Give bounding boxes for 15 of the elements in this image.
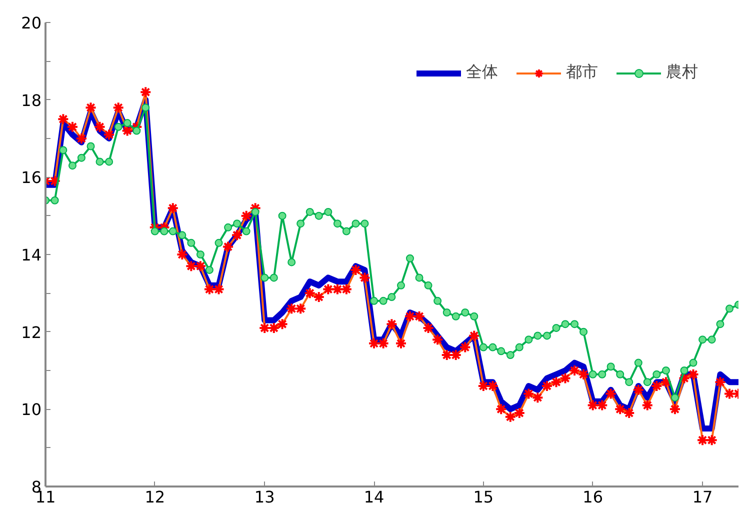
- y-tick-label: 10: [21, 400, 42, 420]
- y-tick-label: 12: [21, 322, 42, 342]
- x-tick-label: 13: [254, 488, 275, 506]
- y-tick-label: 18: [21, 90, 42, 110]
- y-tick-label: 20: [21, 14, 42, 32]
- legend-label: 農村: [666, 62, 698, 83]
- legend-label: 全体: [466, 62, 498, 83]
- y-tick-label: 14: [21, 246, 42, 264]
- x-tick-label: 14: [364, 488, 384, 506]
- x-tick-label: 16: [582, 488, 604, 506]
- x-tick-label: 17: [692, 488, 713, 506]
- x-tick-label: 12: [144, 488, 166, 506]
- x-tick-label: 15: [473, 488, 494, 506]
- legend-label: 都市: [566, 62, 598, 83]
- y-tick-label: 16: [21, 168, 42, 188]
